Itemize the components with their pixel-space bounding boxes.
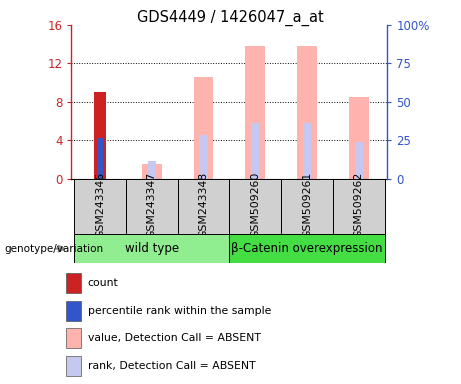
Text: count: count bbox=[88, 278, 118, 288]
Bar bbox=[229, 234, 384, 263]
Text: percentile rank within the sample: percentile rank within the sample bbox=[88, 306, 271, 316]
Bar bbox=[142, 164, 161, 179]
Bar bbox=[199, 136, 207, 179]
Bar bbox=[66, 356, 81, 376]
Text: GSM243347: GSM243347 bbox=[147, 172, 157, 238]
Bar bbox=[349, 97, 369, 179]
Text: value, Detection Call = ABSENT: value, Detection Call = ABSENT bbox=[88, 333, 260, 343]
Bar bbox=[74, 179, 126, 234]
Bar bbox=[297, 46, 317, 179]
Bar bbox=[194, 77, 213, 179]
Text: GSM509262: GSM509262 bbox=[354, 172, 364, 238]
Bar bbox=[74, 234, 229, 263]
Text: GSM243346: GSM243346 bbox=[95, 172, 105, 238]
Text: β-Catenin overexpression: β-Catenin overexpression bbox=[231, 242, 383, 255]
Bar bbox=[229, 179, 281, 234]
Text: GDS4449 / 1426047_a_at: GDS4449 / 1426047_a_at bbox=[137, 10, 324, 26]
Bar bbox=[251, 123, 260, 179]
Bar bbox=[303, 123, 311, 179]
Bar bbox=[66, 301, 81, 321]
Bar bbox=[148, 161, 156, 179]
Bar bbox=[177, 179, 229, 234]
Bar bbox=[333, 179, 384, 234]
Text: genotype/variation: genotype/variation bbox=[5, 243, 104, 254]
Text: GSM509260: GSM509260 bbox=[250, 172, 260, 238]
Text: GSM509261: GSM509261 bbox=[302, 172, 312, 238]
Text: rank, Detection Call = ABSENT: rank, Detection Call = ABSENT bbox=[88, 361, 255, 371]
Bar bbox=[355, 142, 363, 179]
Text: GSM243348: GSM243348 bbox=[199, 172, 208, 238]
Bar bbox=[245, 46, 265, 179]
Bar bbox=[66, 273, 81, 293]
Bar bbox=[94, 92, 106, 179]
Bar bbox=[97, 138, 102, 179]
Bar bbox=[281, 179, 333, 234]
Bar bbox=[66, 328, 81, 348]
Text: wild type: wild type bbox=[124, 242, 179, 255]
Bar bbox=[126, 179, 177, 234]
